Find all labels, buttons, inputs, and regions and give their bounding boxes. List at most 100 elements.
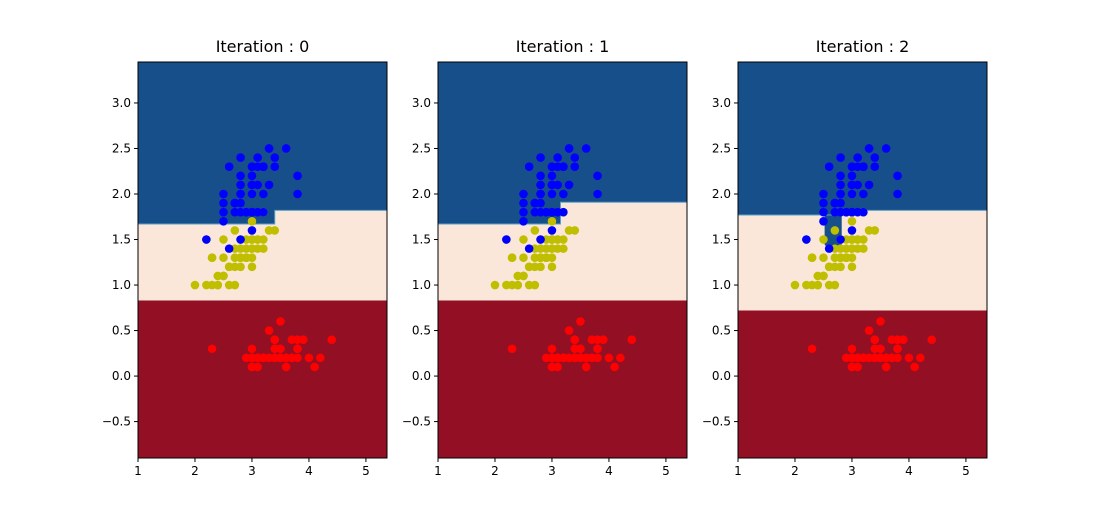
y-tick-label: −0.5 <box>702 415 731 429</box>
point-virginica <box>802 235 811 244</box>
point-versicolor <box>230 226 240 235</box>
y-tick-label: 3.0 <box>112 96 131 110</box>
point-setosa <box>847 344 857 354</box>
point-virginica <box>236 153 245 162</box>
point-virginica <box>519 207 528 217</box>
point-setosa <box>916 353 925 363</box>
point-setosa <box>304 353 314 363</box>
point-versicolor <box>236 244 245 253</box>
point-setosa <box>293 344 302 354</box>
point-virginica <box>847 226 857 235</box>
point-virginica <box>224 244 234 253</box>
point-versicolor <box>547 244 557 253</box>
point-virginica <box>836 207 845 217</box>
point-setosa <box>576 317 585 326</box>
point-virginica <box>536 171 545 181</box>
point-setosa <box>316 353 325 363</box>
point-virginica <box>536 153 545 162</box>
point-versicolor <box>824 262 834 272</box>
point-virginica <box>870 153 880 162</box>
point-virginica <box>270 162 280 171</box>
point-virginica <box>230 198 240 208</box>
point-versicolor <box>247 217 257 226</box>
point-versicolor <box>224 280 234 290</box>
point-setosa <box>876 344 885 354</box>
point-virginica <box>524 162 534 171</box>
y-tick-label: 0.0 <box>412 369 431 383</box>
point-setosa <box>264 326 274 335</box>
point-virginica <box>547 189 557 199</box>
y-tick-label: 2.0 <box>712 187 731 201</box>
x-tick-label: 3 <box>548 464 556 478</box>
point-versicolor <box>819 271 828 281</box>
point-virginica <box>524 244 534 253</box>
point-virginica <box>236 180 245 190</box>
point-versicolor <box>190 280 200 290</box>
region-red <box>438 300 687 458</box>
point-versicolor <box>507 280 517 290</box>
point-versicolor <box>519 271 528 281</box>
point-virginica <box>247 171 257 181</box>
point-virginica <box>259 189 268 199</box>
scatter-points <box>790 144 937 372</box>
point-setosa <box>587 353 597 363</box>
point-versicolor <box>824 280 834 290</box>
point-virginica <box>202 235 211 244</box>
x-tick-label: 3 <box>248 464 256 478</box>
x-tick-label: 2 <box>191 464 199 478</box>
point-setosa <box>893 344 902 354</box>
point-versicolor <box>853 235 862 244</box>
point-virginica <box>547 207 557 217</box>
point-setosa <box>593 344 602 354</box>
point-versicolor <box>519 253 528 263</box>
point-versicolor <box>536 244 545 253</box>
point-versicolor <box>836 253 845 263</box>
subplot-title: Iteration : 0 <box>216 37 310 56</box>
point-virginica <box>236 207 245 217</box>
x-tick-label: 1 <box>434 464 442 478</box>
scatter-points <box>490 144 637 372</box>
point-setosa <box>807 344 817 354</box>
point-versicolor <box>524 280 534 290</box>
point-versicolor <box>524 262 534 272</box>
point-virginica <box>819 198 828 208</box>
point-versicolor <box>224 262 234 272</box>
point-virginica <box>247 207 257 217</box>
x-tick-label: 4 <box>305 464 313 478</box>
subplot-2: 1 2 3 4 5 −0.5 0.0 0.5 1.0 1.5 2.0 2.5 3.0 Iteration … <box>702 37 988 478</box>
decision-regions <box>138 62 387 458</box>
y-tick-label: 2.0 <box>112 187 131 201</box>
x-tick-label: 5 <box>962 464 970 478</box>
point-versicolor <box>247 244 257 253</box>
point-virginica <box>819 207 828 217</box>
point-virginica <box>859 162 868 171</box>
point-setosa <box>576 344 585 354</box>
point-versicolor <box>219 235 228 244</box>
point-virginica <box>581 144 591 153</box>
point-setosa <box>847 353 857 363</box>
point-setosa <box>310 362 319 372</box>
point-setosa <box>904 353 914 363</box>
point-versicolor <box>490 280 500 290</box>
y-tick-label: 1.5 <box>412 233 431 247</box>
point-virginica <box>564 144 574 153</box>
subplot-title: Iteration : 2 <box>816 37 910 56</box>
point-setosa <box>881 362 891 372</box>
point-virginica <box>836 180 845 190</box>
point-setosa <box>276 317 285 326</box>
point-setosa <box>627 335 637 344</box>
x-tick-label: 1 <box>734 464 742 478</box>
point-virginica <box>547 171 557 181</box>
y-tick-label: 1.0 <box>412 278 431 292</box>
point-virginica <box>293 171 302 181</box>
point-virginica <box>593 171 602 181</box>
point-virginica <box>864 180 874 190</box>
point-virginica <box>853 153 862 162</box>
point-versicolor <box>207 280 217 290</box>
x-tick-label: 4 <box>905 464 913 478</box>
point-virginica <box>570 153 580 162</box>
point-virginica <box>547 162 557 171</box>
point-versicolor <box>847 262 857 272</box>
region-red <box>738 310 987 458</box>
